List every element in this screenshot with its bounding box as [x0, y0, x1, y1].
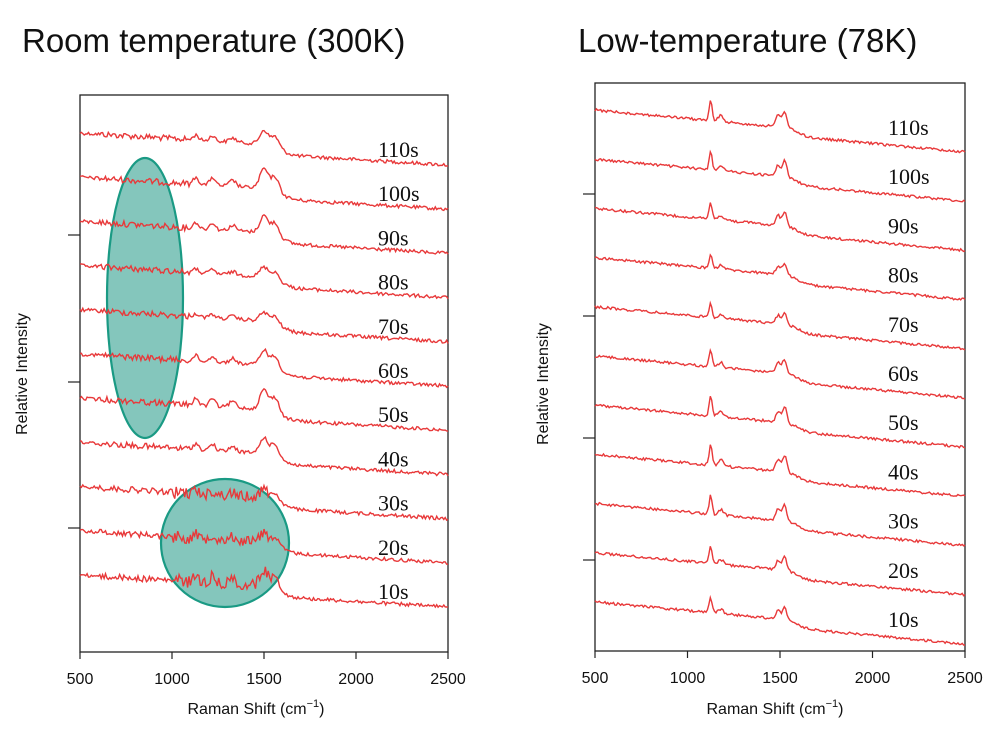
left-time-label: 20s [378, 535, 409, 560]
right-trace-60s [595, 348, 966, 400]
left-trace-80s [79, 263, 449, 300]
right-trace-70s [594, 300, 966, 351]
right-time-label: 90s [888, 213, 919, 238]
left-time-label: 90s [378, 225, 409, 250]
left-trace-50s [79, 387, 449, 432]
left-time-label: 30s [378, 491, 409, 516]
right-x-ticks: 500 1000 1500 2000 2500 [582, 651, 983, 687]
left-time-label: 100s [378, 181, 420, 206]
left-y-axis-label: Relative Intensity [14, 313, 31, 435]
right-time-label: 100s [888, 164, 930, 189]
right-x-tick-label: 2000 [855, 670, 891, 687]
right-trace-40s [594, 444, 966, 497]
left-x-tick-label: 2500 [430, 671, 466, 688]
right-trace-group [594, 100, 966, 646]
left-x-ticks: 500 1000 1500 2000 2500 [67, 652, 466, 688]
left-time-label: 60s [378, 358, 409, 383]
right-trace-100s [594, 149, 966, 203]
left-x-tick-label: 1000 [154, 671, 190, 688]
left-time-label: 80s [378, 270, 409, 295]
right-time-label: 40s [888, 459, 919, 484]
left-trace-10s [79, 566, 449, 609]
left-time-labels: 110s 100s 90s 80s 70s 60s 50s 40s 30s 20s 10s [378, 137, 420, 604]
right-trace-80s [594, 253, 966, 301]
left-panel-title: Room temperature (300K) [22, 22, 406, 59]
right-x-tick-label: 500 [582, 670, 609, 687]
left-time-label: 110s [378, 137, 419, 162]
left-time-label: 70s [378, 314, 409, 339]
left-y-ticks [68, 234, 80, 529]
right-x-tick-label: 1000 [670, 670, 706, 687]
right-trace-30s [594, 494, 966, 547]
right-time-label: 60s [888, 361, 919, 386]
right-x-tick-label: 1500 [762, 670, 798, 687]
right-time-label: 110s [888, 115, 929, 140]
right-y-axis-label: Relative Intensity [535, 323, 552, 445]
right-time-label: 80s [888, 263, 919, 288]
left-time-label: 40s [378, 446, 409, 471]
right-y-ticks [583, 193, 595, 561]
left-time-label: 10s [378, 579, 409, 604]
left-highlight-ellipse [105, 156, 185, 440]
right-time-label: 10s [888, 607, 919, 632]
right-time-label: 20s [888, 558, 919, 583]
left-time-label: 50s [378, 402, 409, 427]
left-trace-90s [79, 213, 449, 255]
left-trace-40s [79, 435, 449, 477]
right-trace-90s [594, 202, 966, 253]
left-trace-group [79, 129, 449, 609]
right-chart-panel: 500 1000 1500 2000 2500 110s 100s 90s 80s 70s 60s… [535, 82, 983, 718]
right-trace-20s [594, 546, 966, 597]
left-trace-110s [79, 129, 449, 167]
right-trace-10s [594, 594, 966, 646]
right-trace-50s [594, 395, 966, 449]
left-x-axis-label: Raman Shift (cm−1) [187, 698, 324, 718]
right-x-axis-label: Raman Shift (cm−1) [706, 698, 843, 718]
left-trace-60s [79, 347, 449, 389]
left-x-tick-label: 500 [67, 671, 94, 688]
left-chart-panel: 500 1000 1500 2000 2500 110s 100s 90s 80s 70s 60s… [14, 94, 466, 718]
left-x-tick-label: 2000 [338, 671, 374, 688]
left-trace-30s [79, 483, 449, 522]
left-trace-20s [79, 528, 449, 566]
left-trace-70s [79, 306, 449, 344]
right-time-label: 30s [888, 509, 919, 534]
right-time-label: 70s [888, 312, 919, 337]
right-time-labels: 110s 100s 90s 80s 70s 60s 50s 40s 30s 20s 10s [888, 115, 930, 632]
right-time-label: 50s [888, 410, 919, 435]
left-x-tick-label: 1500 [246, 671, 282, 688]
right-x-tick-label: 2500 [947, 670, 983, 687]
right-trace-110s [594, 100, 966, 154]
right-panel-title: Low-temperature (78K) [578, 22, 918, 59]
left-trace-100s [79, 167, 449, 212]
